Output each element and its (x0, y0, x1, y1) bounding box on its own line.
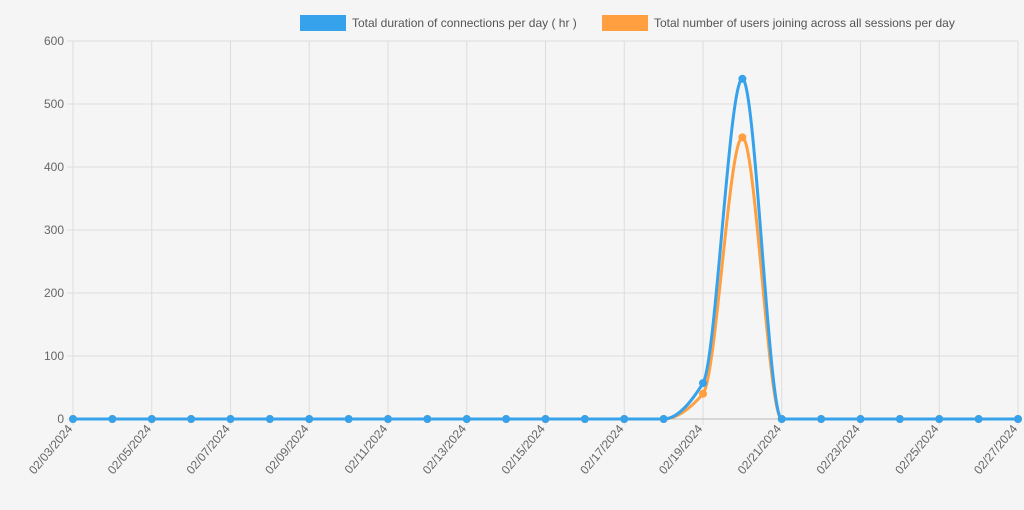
x-tick-label: 02/03/2024 (26, 422, 76, 477)
data-point-0[interactable] (777, 415, 786, 423)
x-tick-label: 02/15/2024 (498, 422, 548, 477)
data-point-0[interactable] (305, 415, 314, 423)
data-point-0[interactable] (147, 415, 156, 423)
series-layer (69, 74, 1022, 423)
data-point-0[interactable] (895, 415, 904, 423)
legend-label-duration: Total duration of connections per day ( … (352, 16, 577, 30)
data-point-0[interactable] (699, 379, 707, 388)
data-point-0[interactable] (423, 415, 432, 423)
y-axis: 0 100 200 300 400 500 600 (44, 34, 73, 426)
data-point-0[interactable] (856, 415, 865, 423)
x-axis: 02/03/2024 02/05/2024 02/07/2024 02/09/2024… (26, 418, 1021, 477)
data-point-0[interactable] (69, 415, 77, 423)
x-tick-label: 02/11/2024 (342, 422, 391, 477)
data-point-0[interactable] (1014, 415, 1022, 423)
x-tick-label: 02/09/2024 (262, 422, 312, 477)
x-tick-label: 02/17/2024 (577, 422, 627, 477)
y-tick-label: 500 (44, 97, 64, 111)
data-point-0[interactable] (226, 415, 235, 423)
data-point-1[interactable] (738, 133, 747, 142)
data-point-0[interactable] (108, 415, 117, 423)
y-tick-label: 400 (44, 160, 64, 174)
y-tick-label: 300 (44, 223, 64, 237)
data-point-0[interactable] (187, 415, 196, 423)
y-tick-label: 200 (44, 286, 64, 300)
legend-label-users: Total number of users joining across all… (654, 16, 955, 30)
data-point-0[interactable] (462, 415, 471, 423)
x-tick-label: 02/23/2024 (813, 422, 863, 477)
y-tick-label: 0 (57, 412, 64, 426)
data-point-0[interactable] (580, 415, 589, 423)
x-tick-label: 02/25/2024 (892, 422, 942, 477)
legend-item-duration[interactable]: Total duration of connections per day ( … (300, 15, 577, 31)
legend-swatch-duration (300, 15, 346, 31)
x-tick-label: 02/05/2024 (105, 422, 155, 477)
x-tick-label: 02/07/2024 (183, 422, 233, 477)
x-tick-label: 02/27/2024 (971, 422, 1021, 477)
x-tick-label: 02/19/2024 (656, 422, 706, 477)
data-point-0[interactable] (974, 415, 983, 423)
data-point-0[interactable] (344, 415, 353, 423)
data-point-0[interactable] (935, 415, 944, 423)
x-tick-label: 02/21/2024 (735, 422, 785, 477)
data-point-0[interactable] (817, 415, 826, 423)
data-point-0[interactable] (620, 415, 629, 423)
data-point-0[interactable] (659, 415, 668, 423)
data-point-0[interactable] (738, 74, 747, 83)
data-point-0[interactable] (384, 415, 392, 423)
data-point-0[interactable] (265, 415, 274, 423)
y-tick-label: 100 (44, 349, 64, 363)
grid (72, 40, 1019, 425)
data-point-1[interactable] (699, 389, 707, 398)
legend-item-users[interactable]: Total number of users joining across all… (602, 15, 955, 31)
y-tick-label: 600 (44, 34, 64, 48)
legend-swatch-users (602, 15, 648, 31)
legend: Total duration of connections per day ( … (300, 15, 955, 31)
data-point-0[interactable] (541, 415, 550, 423)
x-tick-label: 02/13/2024 (420, 422, 470, 477)
data-point-0[interactable] (502, 415, 511, 423)
